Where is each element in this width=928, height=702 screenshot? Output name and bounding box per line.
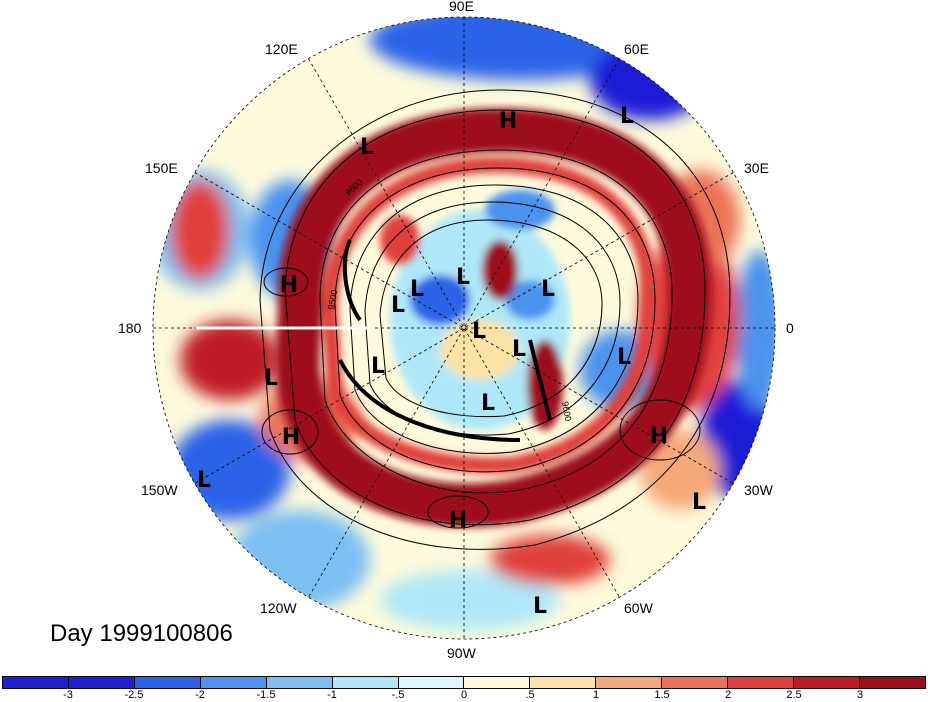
high-pressure-marker: H [499, 109, 517, 134]
low-pressure-marker: L [620, 104, 634, 129]
colorbar-tick-label: -2.5 [124, 689, 144, 701]
lon-label-0: 0 [786, 320, 794, 336]
low-pressure-marker: L [371, 354, 385, 379]
colorbar-tick-label: .5 [525, 689, 535, 701]
low-pressure-marker: L [456, 265, 470, 290]
low-pressure-marker: L [197, 468, 211, 493]
lon-label-150e: 150E [145, 160, 178, 176]
low-pressure-marker: L [541, 277, 555, 302]
colorbar-segment [859, 677, 925, 688]
day-title: Day 1999100806 [50, 620, 233, 647]
lon-label-30w: 30W [744, 482, 773, 498]
contour-label: 9500 [326, 289, 339, 310]
colorbar-tick-label: -3 [63, 689, 73, 701]
high-pressure-marker: H [282, 425, 300, 450]
low-pressure-marker: L [264, 366, 278, 391]
lon-label-120e: 120E [265, 41, 298, 57]
lon-label-150w: 150W [141, 482, 178, 498]
lon-label-60w: 60W [624, 600, 653, 616]
jet-thick-contours [338, 239, 552, 442]
low-pressure-marker: L [481, 391, 495, 416]
lon-label-180: 180 [118, 320, 142, 336]
low-pressure-marker: L [391, 293, 405, 318]
low-pressure-marker: L [617, 345, 631, 370]
colorbar-tick-label: -.5 [391, 689, 405, 701]
colorbar-segment [266, 677, 333, 688]
colorbar-tick-label: -1 [327, 689, 337, 701]
colorbar-segment [68, 677, 135, 688]
lon-label-30e: 30E [744, 160, 769, 176]
colorbar-segment [332, 677, 399, 688]
colorbar-tick-label: -1.5 [256, 689, 276, 701]
contour-label: 9600 [560, 401, 573, 422]
low-pressure-marker: L [410, 277, 424, 302]
colorbar-tick-label: 0 [460, 689, 468, 701]
height-contours [259, 89, 731, 550]
colorbar-segment [596, 677, 663, 688]
lon-label-60e: 60E [624, 41, 649, 57]
colorbar-tick-label: 1 [592, 689, 600, 701]
anomaly-field [153, 17, 775, 639]
colorbar-segment [200, 677, 267, 688]
colorbar-tick-label: 2.5 [786, 689, 802, 701]
lon-label-120w: 120W [260, 600, 297, 616]
colorbar-segment [662, 677, 729, 688]
lon-label-90w: 90W [447, 645, 476, 661]
low-pressure-marker: L [360, 135, 374, 160]
pressure-system-markers: H L L H L L L L L L L L L H H L H L L L [197, 104, 706, 619]
colorbar [2, 676, 926, 689]
low-pressure-marker: L [692, 490, 706, 515]
colorbar-segment [464, 677, 531, 688]
high-pressure-marker: H [280, 273, 298, 298]
colorbar-tick-label: -2 [195, 689, 205, 701]
colorbar-segment [728, 677, 795, 688]
colorbar-segment [530, 677, 597, 688]
colorbar-segment [134, 677, 201, 688]
colorbar-segment [398, 677, 465, 688]
low-pressure-marker: L [533, 594, 547, 619]
lon-label-90e: 90E [449, 0, 474, 14]
colorbar-segment [794, 677, 860, 688]
low-pressure-marker: L [472, 319, 486, 344]
high-pressure-marker: H [650, 424, 668, 449]
high-pressure-marker: H [449, 508, 467, 533]
colorbar-segment [3, 677, 69, 688]
low-pressure-marker: L [512, 337, 526, 362]
colorbar-tick-label: 1.5 [654, 689, 670, 701]
colorbar-tick-label: 2 [724, 689, 732, 701]
colorbar-tick-label: 3 [856, 689, 864, 701]
